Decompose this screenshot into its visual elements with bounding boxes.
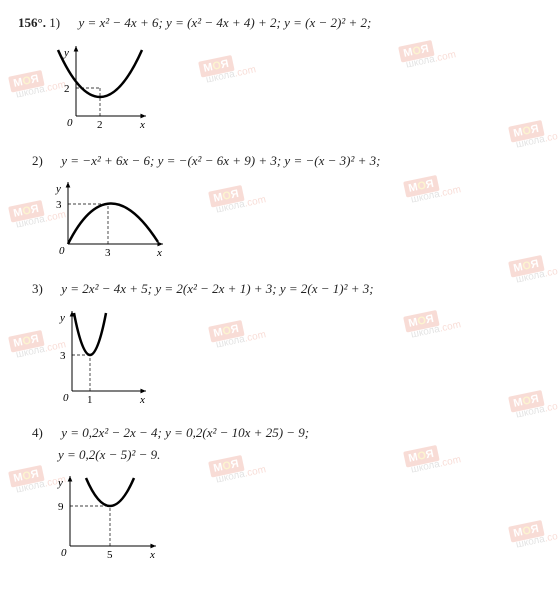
- problem-number: 156°.: [18, 15, 46, 30]
- svg-text:0: 0: [63, 392, 69, 404]
- svg-text:x: x: [156, 247, 162, 259]
- svg-text:3: 3: [56, 199, 62, 211]
- equation: y = 0,2(x − 5)² − 9.: [58, 447, 160, 462]
- svg-text:x: x: [139, 394, 145, 406]
- item-number: 1): [49, 14, 75, 32]
- graph-svg: 0 x y 2 2: [46, 36, 156, 136]
- item-2-line: 2) y = −x² + 6x − 6; y = −(x² − 6x + 9) …: [18, 152, 540, 170]
- equation: y = x² − 4x + 6; y = (x² − 4x + 4) + 2; …: [78, 15, 371, 30]
- graph-svg: 0 x y 5 9: [46, 468, 166, 563]
- item-3-line: 3) y = 2x² − 4x + 5; y = 2(x² − 2x + 1) …: [18, 280, 540, 298]
- svg-text:3: 3: [105, 247, 111, 259]
- graph-2: 0 x y 3 3: [46, 174, 540, 268]
- equation: y = 2x² − 4x + 5; y = 2(x² − 2x + 1) + 3…: [61, 281, 373, 296]
- svg-text:x: x: [149, 549, 155, 561]
- item-number: 3): [32, 280, 58, 298]
- svg-text:9: 9: [58, 501, 64, 513]
- svg-text:0: 0: [61, 547, 67, 559]
- svg-text:y: y: [57, 477, 63, 489]
- equation: y = 0,2x² − 2x − 4; y = 0,2(x² − 10x + 2…: [61, 425, 309, 440]
- svg-text:2: 2: [64, 83, 70, 95]
- problem-header: 156°. 1) y = x² − 4x + 6; y = (x² − 4x +…: [18, 14, 540, 32]
- item-4-line: 4) y = 0,2x² − 2x − 4; y = 0,2(x² − 10x …: [18, 424, 540, 442]
- svg-text:y: y: [63, 47, 69, 59]
- svg-text:0: 0: [59, 245, 65, 257]
- item-number: 2): [32, 152, 58, 170]
- graph-svg: 0 x y 1 3: [46, 303, 156, 408]
- equation: y = −x² + 6x − 6; y = −(x² − 6x + 9) + 3…: [61, 153, 380, 168]
- graph-3: 0 x y 1 3: [46, 303, 540, 412]
- graph-svg: 0 x y 3 3: [46, 174, 176, 264]
- svg-text:x: x: [139, 119, 145, 131]
- svg-text:3: 3: [60, 350, 66, 362]
- page-content: 156°. 1) y = x² − 4x + 6; y = (x² − 4x +…: [18, 14, 540, 567]
- svg-text:y: y: [55, 183, 61, 195]
- graph-1: 0 x y 2 2: [46, 36, 540, 140]
- svg-text:0: 0: [67, 117, 73, 129]
- graph-4: 0 x y 5 9: [46, 468, 540, 567]
- svg-text:2: 2: [97, 119, 103, 131]
- item-4-line2: y = 0,2(x − 5)² − 9.: [58, 446, 540, 464]
- svg-text:1: 1: [87, 394, 93, 406]
- svg-text:y: y: [59, 312, 65, 324]
- item-number: 4): [32, 424, 58, 442]
- svg-text:5: 5: [107, 549, 113, 561]
